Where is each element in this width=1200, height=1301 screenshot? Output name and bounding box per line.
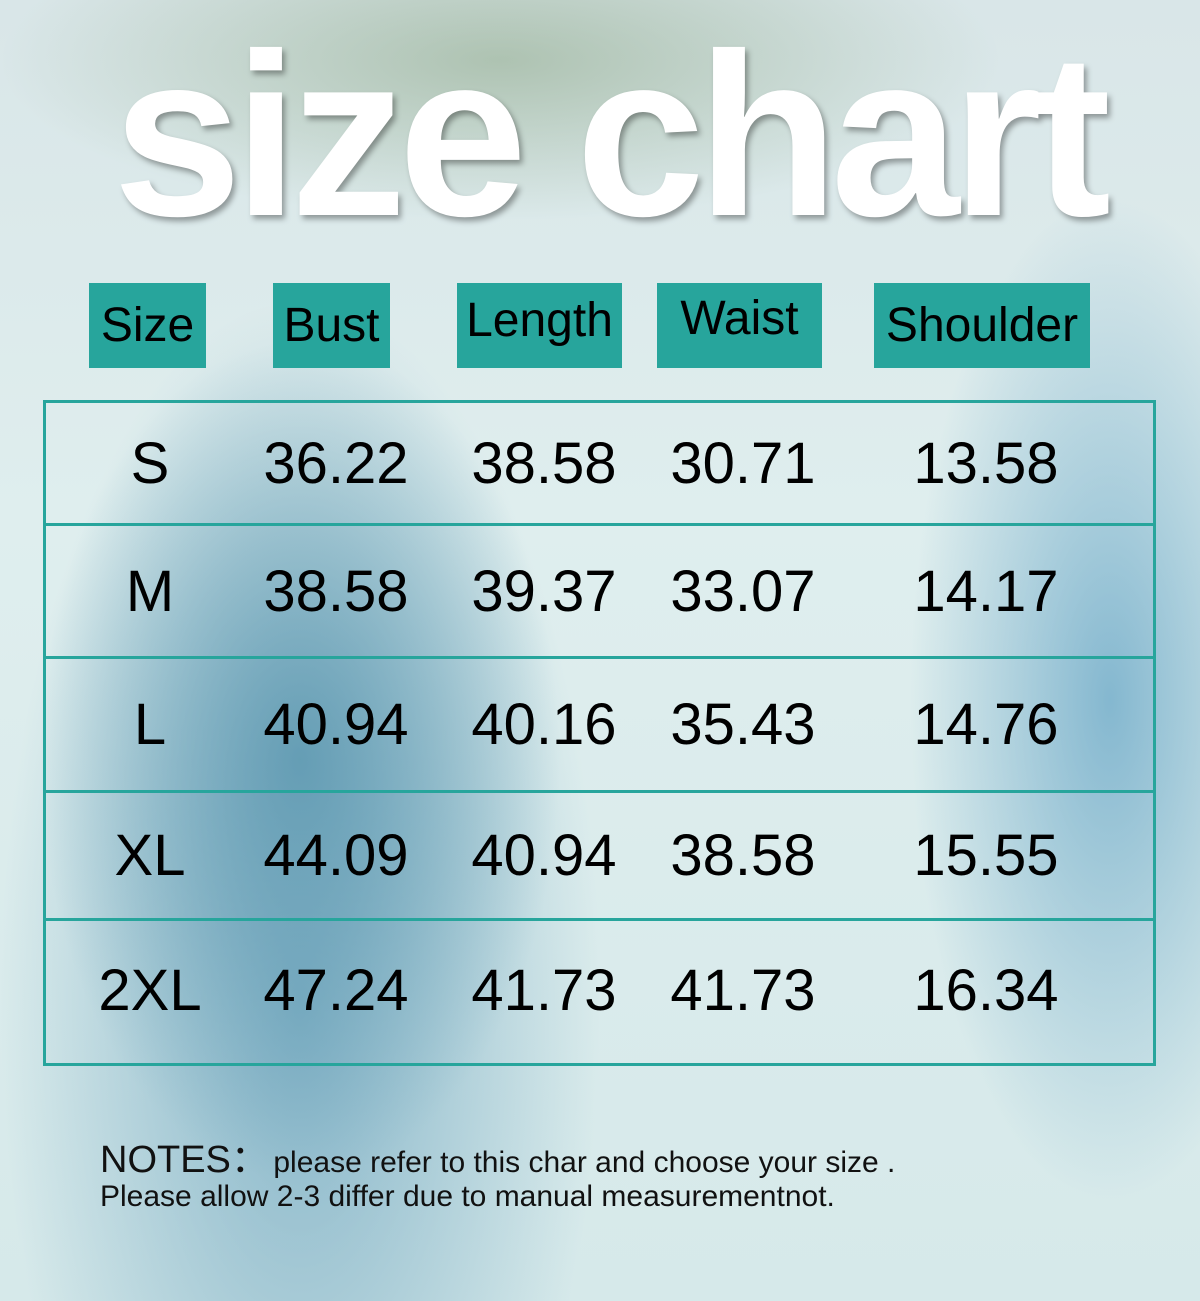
table-row: 2XL 47.24 41.73 41.73 16.34 bbox=[46, 921, 1153, 1060]
cell-waist: 35.43 bbox=[670, 692, 816, 757]
cell-waist: 38.58 bbox=[670, 823, 816, 888]
cell-bust: 40.94 bbox=[263, 692, 409, 757]
cell-shoulder: 13.58 bbox=[913, 430, 1059, 496]
cell-size: L bbox=[133, 692, 167, 757]
cell-length: 40.94 bbox=[471, 823, 617, 888]
table-row: XL 44.09 40.94 38.58 15.55 bbox=[46, 793, 1153, 921]
header-shoulder: Shoulder bbox=[874, 283, 1090, 368]
notes-text-1: please refer to this char and choose you… bbox=[273, 1146, 896, 1179]
cell-waist: 30.71 bbox=[670, 430, 816, 496]
cell-waist: 33.07 bbox=[670, 558, 816, 624]
header-length: Length bbox=[457, 283, 622, 368]
cell-shoulder: 15.55 bbox=[913, 823, 1059, 888]
cell-length: 39.37 bbox=[471, 558, 617, 624]
cell-size: M bbox=[125, 558, 175, 624]
notes-line-1: NOTES： please refer to this char and cho… bbox=[100, 1128, 895, 1183]
header-bust: Bust bbox=[273, 283, 390, 368]
table-row: M 38.58 39.37 33.07 14.17 bbox=[46, 526, 1153, 659]
cell-bust: 44.09 bbox=[263, 823, 409, 888]
size-table: S 36.22 38.58 30.71 13.58 M 38.58 39.37 33.07 14.… bbox=[43, 400, 1156, 1066]
header-waist: Waist bbox=[657, 283, 822, 368]
table-row: S 36.22 38.58 30.71 13.58 bbox=[46, 403, 1153, 526]
cell-size: 2XL bbox=[98, 958, 202, 1023]
cell-bust: 38.58 bbox=[263, 558, 409, 624]
cell-length: 41.73 bbox=[471, 958, 617, 1023]
cell-length: 40.16 bbox=[471, 692, 617, 757]
cell-bust: 36.22 bbox=[263, 430, 409, 496]
cell-waist: 41.73 bbox=[670, 958, 816, 1023]
size-chart-title: size chart bbox=[112, 6, 1111, 265]
cell-shoulder: 14.17 bbox=[913, 558, 1059, 624]
cell-size: XL bbox=[114, 823, 186, 888]
notes-label: NOTES： bbox=[100, 1139, 269, 1181]
header-size: Size bbox=[89, 283, 206, 368]
cell-shoulder: 16.34 bbox=[913, 958, 1059, 1023]
notes-text-2: Please allow 2-3 differ due to manual me… bbox=[100, 1180, 835, 1213]
cell-length: 38.58 bbox=[471, 430, 617, 496]
cell-bust: 47.24 bbox=[263, 958, 409, 1023]
cell-shoulder: 14.76 bbox=[913, 692, 1059, 757]
table-row: L 40.94 40.16 35.43 14.76 bbox=[46, 659, 1153, 793]
cell-size: S bbox=[130, 430, 170, 496]
